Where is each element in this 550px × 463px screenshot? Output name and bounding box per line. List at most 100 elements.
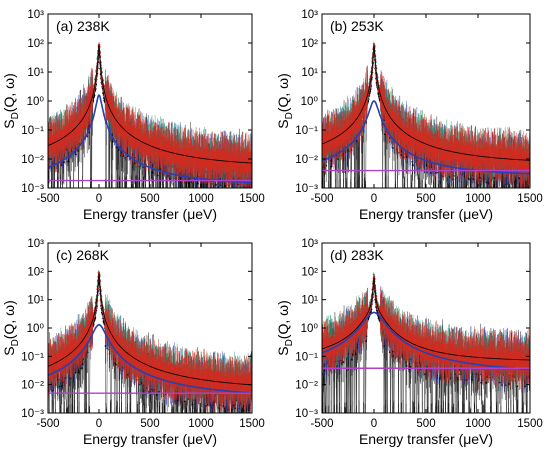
data-point	[364, 196, 366, 198]
data-point	[502, 196, 504, 198]
data-point	[66, 196, 68, 198]
data-point	[60, 196, 62, 198]
data-point	[500, 196, 502, 198]
data-point	[449, 196, 451, 198]
data-point	[513, 196, 515, 198]
data-point	[225, 196, 227, 198]
data-point	[364, 196, 366, 198]
data-point	[509, 196, 511, 198]
data-point	[109, 196, 111, 198]
data-point	[339, 196, 341, 198]
data-point	[350, 196, 352, 198]
data-point	[218, 196, 220, 198]
data-point	[365, 196, 367, 198]
data-point	[438, 196, 440, 198]
data-point	[440, 196, 442, 198]
data-point	[163, 196, 165, 198]
data-point	[105, 196, 107, 198]
data-point	[74, 153, 77, 156]
data-point	[456, 196, 458, 198]
data-point	[82, 196, 84, 198]
panel-2: -500 0 500 1000 150010⁻³10⁻²10⁻¹10⁰10¹10²10³…	[275, 9, 543, 222]
data-point	[346, 196, 348, 198]
data-point	[233, 196, 235, 198]
data-point	[235, 196, 237, 198]
data-point	[117, 196, 119, 198]
data-point	[411, 196, 413, 198]
data-point	[185, 196, 187, 198]
y-tick-label: 10⁻²	[21, 154, 44, 166]
data-series-red-line	[48, 44, 252, 172]
data-point	[334, 196, 336, 198]
data-point	[357, 196, 359, 198]
data-point	[492, 196, 494, 198]
y-tick-label: 10⁻³	[21, 183, 44, 195]
data-point	[396, 196, 398, 198]
data-point	[410, 196, 412, 198]
data-point	[62, 196, 64, 198]
data-point	[456, 196, 458, 198]
data-point	[179, 196, 181, 198]
data-point	[122, 196, 124, 198]
data-point	[362, 196, 364, 198]
data-point	[135, 196, 137, 198]
data-point	[185, 196, 187, 198]
data-point	[132, 196, 134, 198]
data-point	[234, 196, 236, 198]
data-point	[137, 196, 139, 198]
data-point	[512, 196, 514, 198]
data-point	[234, 196, 236, 198]
data-point	[354, 196, 356, 198]
data-point	[503, 196, 505, 198]
data-point	[90, 196, 92, 198]
data-point	[222, 196, 224, 198]
data-point	[387, 196, 389, 198]
data-point	[166, 196, 168, 198]
data-point	[364, 196, 366, 198]
data-point	[440, 196, 442, 198]
panel-1: -500 0 500 1000 1500 10⁻³ 10⁻² 10⁻¹ 10⁰ 10¹ 10² 10³…	[1, 9, 265, 222]
data-point	[438, 196, 440, 198]
data-point	[507, 196, 509, 198]
data-point	[359, 196, 361, 198]
data-point	[125, 196, 127, 198]
data-point	[344, 196, 346, 198]
data-point	[119, 196, 121, 198]
data-point	[216, 196, 218, 198]
data-point	[120, 196, 122, 198]
data-point	[115, 196, 117, 198]
data-point	[126, 196, 128, 198]
data-point	[160, 196, 162, 198]
data-point	[506, 196, 508, 198]
data-point	[91, 196, 93, 198]
data-point	[165, 196, 167, 198]
data-point	[178, 196, 180, 198]
data-point	[108, 196, 110, 198]
data-point	[492, 196, 494, 198]
x-axis-label: Energy transfer (μeV)	[83, 206, 217, 222]
data-point	[414, 196, 416, 198]
panel-label: (a) 238K	[56, 18, 110, 34]
data-point	[501, 196, 503, 198]
data-point	[125, 196, 127, 198]
data-point	[459, 196, 461, 198]
y-tick-label: 10⁻¹	[21, 125, 44, 137]
data-point	[394, 196, 396, 198]
data-point	[403, 196, 405, 198]
y-axis-label: SD(Q, ω)	[1, 73, 21, 129]
data-point	[78, 196, 80, 198]
data-point	[131, 196, 133, 198]
data-series-red	[48, 42, 252, 188]
data-point	[110, 196, 112, 198]
data-point	[384, 196, 386, 198]
data-point	[401, 196, 403, 198]
data-point	[404, 196, 406, 198]
data-point	[411, 196, 413, 198]
data-point	[119, 196, 121, 198]
data-point	[90, 196, 92, 198]
plot-area	[48, 42, 252, 198]
data-point	[233, 196, 235, 198]
data-point	[358, 196, 360, 198]
data-point	[136, 196, 138, 198]
data-point	[350, 196, 352, 198]
